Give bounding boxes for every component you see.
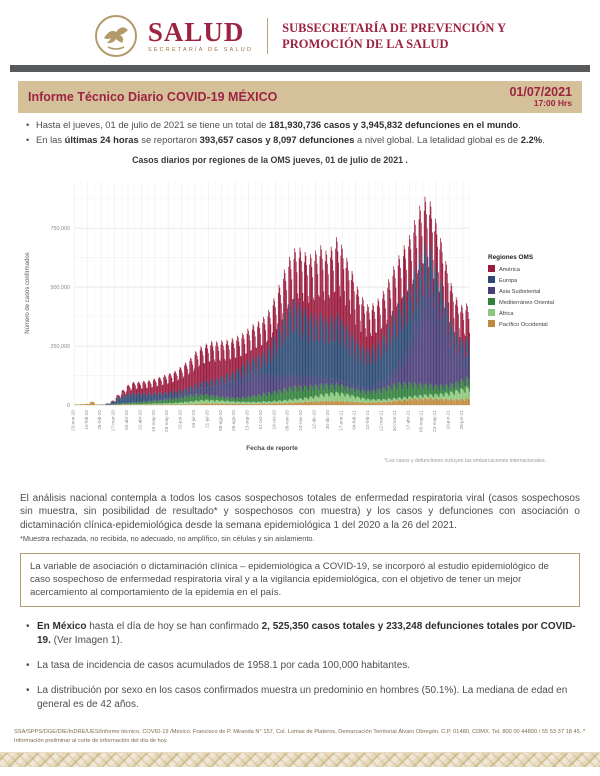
svg-text:23-may-21: 23-may-21 bbox=[432, 409, 437, 431]
header-gray-bar bbox=[10, 65, 590, 72]
subsecretaria-line1: SUBSECRETARÍA DE PREVENCIÓN Y bbox=[282, 20, 507, 35]
svg-text:Mediterráneo Oriental: Mediterráneo Oriental bbox=[499, 300, 554, 306]
svg-text:10-feb-20: 10-feb-20 bbox=[84, 409, 89, 429]
svg-text:17-abr-21: 17-abr-21 bbox=[405, 409, 410, 429]
subsecretaria-line2: PROMOCIÓN DE LA SALUD bbox=[282, 37, 449, 51]
government-header: SALUD SECRETARÍA DE SALUD SUBSECRETARÍA … bbox=[0, 0, 600, 58]
svg-text:Pacífico Occidental: Pacífico Occidental bbox=[499, 322, 548, 328]
svg-text:12-dic-20: 12-dic-20 bbox=[312, 409, 317, 429]
svg-text:22-abr-20: 22-abr-20 bbox=[137, 409, 142, 429]
report-date: 01/07/2021 bbox=[509, 85, 572, 99]
salud-logo-eagle-icon bbox=[94, 15, 137, 57]
svg-text:08-ago-20: 08-ago-20 bbox=[218, 409, 223, 430]
svg-text:Europa: Europa bbox=[499, 278, 518, 284]
svg-text:22-feb-21: 22-feb-21 bbox=[365, 409, 370, 429]
svg-text:26-ago-20: 26-ago-20 bbox=[231, 409, 236, 430]
svg-text:19-oct-20: 19-oct-20 bbox=[271, 409, 276, 429]
svg-text:Número de casos confirmados: Número de casos confirmados bbox=[25, 252, 31, 333]
svg-text:13-sep-20: 13-sep-20 bbox=[245, 409, 250, 430]
svg-text:Regiones OMS: Regiones OMS bbox=[488, 254, 534, 261]
svg-text:28-feb-20: 28-feb-20 bbox=[97, 409, 102, 429]
global-total-bullet: Hasta el jueves, 01 de julio de 2021 se … bbox=[26, 119, 576, 132]
svg-text:250,000: 250,000 bbox=[51, 343, 71, 349]
decorative-pattern-band bbox=[0, 752, 600, 767]
svg-text:24-nov-20: 24-nov-20 bbox=[298, 409, 303, 430]
report-title: Informe Técnico Diario COVID-19 MÉXICO bbox=[28, 90, 278, 105]
svg-text:0: 0 bbox=[67, 402, 70, 408]
svg-text:10-may-20: 10-may-20 bbox=[151, 409, 156, 431]
svg-text:05-may-21: 05-may-21 bbox=[419, 409, 424, 431]
svg-text:23-ene-20: 23-ene-20 bbox=[70, 409, 75, 430]
svg-text:04-abr-20: 04-abr-20 bbox=[124, 409, 129, 429]
clinical-variable-note-box: La variable de asociación o dictaminació… bbox=[20, 552, 580, 607]
report-time: 17:00 Hrs bbox=[533, 98, 572, 109]
report-title-bar: Informe Técnico Diario COVID-19 MÉXICO 0… bbox=[18, 81, 582, 114]
global-24h-bullet: En las últimas 24 horas se reportaron 39… bbox=[26, 134, 576, 147]
svg-text:28-jun-21: 28-jun-21 bbox=[459, 409, 464, 429]
svg-text:Asia Sudoriental: Asia Sudoriental bbox=[499, 289, 540, 295]
svg-text:750,000: 750,000 bbox=[51, 226, 71, 232]
svg-text:África: África bbox=[499, 310, 514, 317]
svg-text:01-oct-20: 01-oct-20 bbox=[258, 409, 263, 429]
mexico-confirmed-bullet: En México hasta el día de hoy se han con… bbox=[26, 620, 576, 648]
mexico-stats-list: En México hasta el día de hoy se han con… bbox=[26, 620, 576, 712]
svg-text:28-may-20: 28-may-20 bbox=[164, 409, 169, 431]
svg-text:América: América bbox=[499, 267, 521, 273]
salud-logo: SALUD SECRETARÍA DE SALUD bbox=[94, 14, 253, 58]
sex-distribution-bullet: La distribución por sexo en los casos co… bbox=[26, 684, 576, 712]
svg-text:12-mar-21: 12-mar-21 bbox=[379, 409, 384, 431]
svg-text:03-jul-20: 03-jul-20 bbox=[191, 409, 196, 427]
svg-text:21-jul-20: 21-jul-20 bbox=[204, 409, 209, 427]
chart-title: Casos diarios por regiones de la OMS jue… bbox=[132, 154, 408, 165]
analysis-footnote: *Muestra rechazada, no recibida, no adec… bbox=[20, 533, 315, 543]
svg-text:*Los casos y defunciones inclu: *Los casos y defunciones incluyen las em… bbox=[384, 458, 546, 464]
svg-text:10-jun-21: 10-jun-21 bbox=[446, 409, 451, 429]
svg-text:06-nov-20: 06-nov-20 bbox=[285, 409, 290, 430]
report-datetime: 01/07/2021 17:00 Hrs bbox=[509, 85, 572, 109]
global-stats-list: Hasta el jueves, 01 de julio de 2021 se … bbox=[26, 119, 576, 146]
brand-block: SALUD SECRETARÍA DE SALUD bbox=[147, 16, 254, 54]
svg-text:30-mar-21: 30-mar-21 bbox=[392, 409, 397, 431]
svg-text:04-feb-21: 04-feb-21 bbox=[352, 409, 357, 429]
brand-subtitle: SECRETARÍA DE SALUD bbox=[147, 46, 254, 53]
svg-text:500,000: 500,000 bbox=[51, 285, 71, 291]
oms-chart-container: 0 250,000 500,000 750,000 23-ene-20 10-feb-20… bbox=[16, 167, 600, 478]
subsecretaria-title: SUBSECRETARÍA DE PREVENCIÓN Y PROMOCIÓN … bbox=[282, 20, 506, 53]
svg-text:Fecha de reporte: Fecha de reporte bbox=[246, 445, 298, 452]
incidence-rate-bullet: La tasa de incidencia de casos acumulado… bbox=[26, 659, 576, 673]
oms-daily-cases-chart: 0 250,000 500,000 750,000 23-ene-20 10-feb-20… bbox=[25, 180, 554, 464]
svg-text:15-jun-20: 15-jun-20 bbox=[178, 409, 183, 429]
svg-text:17-ene-21: 17-ene-21 bbox=[338, 409, 343, 430]
document-footer: SSA/SPPS/DGE/DIE/InDRE/UES/Informe técni… bbox=[14, 729, 586, 745]
brand-title: SALUD bbox=[147, 16, 245, 47]
svg-text:30-dic-20: 30-dic-20 bbox=[325, 409, 330, 429]
svg-text:17-mar-20: 17-mar-20 bbox=[111, 409, 116, 431]
national-analysis-paragraph: El análisis nacional contempla a todos l… bbox=[20, 492, 580, 532]
header-divider bbox=[267, 18, 269, 54]
